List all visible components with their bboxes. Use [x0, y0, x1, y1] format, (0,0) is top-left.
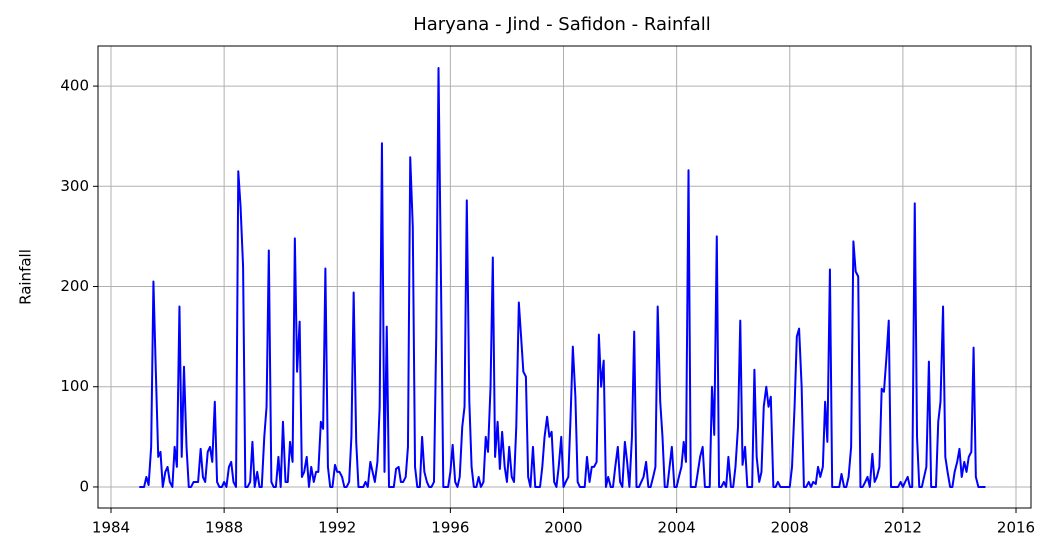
x-tick-label: 1984 [92, 519, 130, 537]
y-tick-label: 0 [79, 477, 89, 495]
x-tick-label: 1988 [205, 519, 243, 537]
plot-frame [97, 45, 1032, 509]
data-line [139, 67, 986, 488]
y-axis-label: Rainfall [17, 249, 35, 305]
y-tick-label: 400 [60, 77, 89, 95]
x-tick-label: 1996 [431, 519, 469, 537]
y-tick-label: 300 [60, 177, 89, 195]
y-tick-label: 100 [60, 377, 89, 395]
x-tick-label: 2008 [771, 519, 809, 537]
x-tick-label: 2012 [884, 519, 922, 537]
y-tick-label: 200 [60, 277, 89, 295]
x-tick-label: 1992 [318, 519, 356, 537]
x-tick-label: 2004 [658, 519, 696, 537]
chart-title: Haryana - Jind - Safidon - Rainfall [413, 14, 711, 35]
x-tick-label: 2016 [997, 519, 1035, 537]
x-tick-label: 2000 [544, 519, 582, 537]
